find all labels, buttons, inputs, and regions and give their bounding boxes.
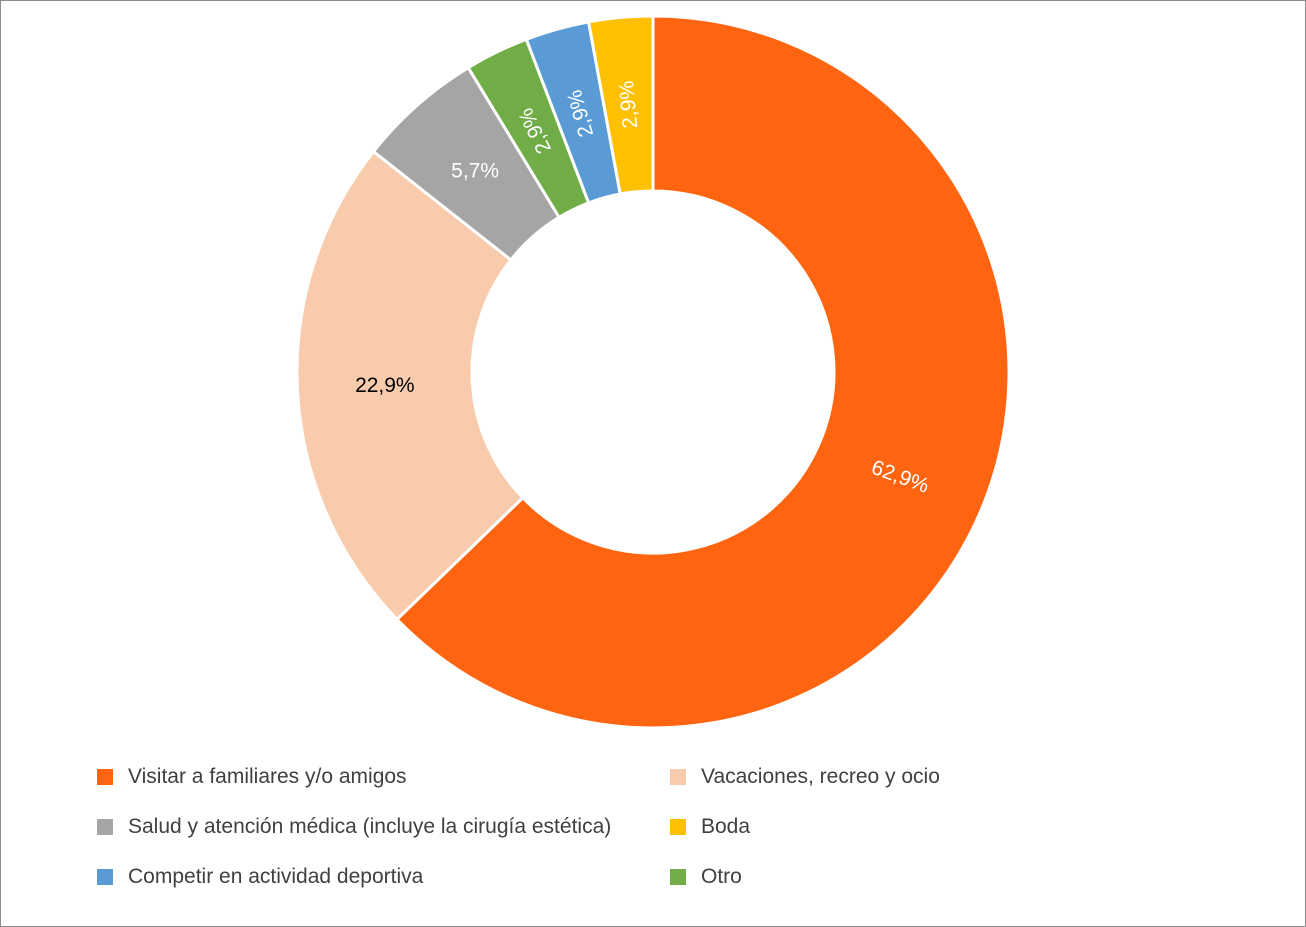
- data-label-2: 5,7%: [451, 159, 499, 182]
- donut-slices: [295, 14, 1011, 730]
- data-label-1: 22,9%: [355, 374, 415, 397]
- slice-0: [394, 14, 1011, 730]
- slice-1: [295, 149, 525, 622]
- data-label-5: 2,9%: [615, 80, 642, 130]
- slice-5: [586, 14, 655, 196]
